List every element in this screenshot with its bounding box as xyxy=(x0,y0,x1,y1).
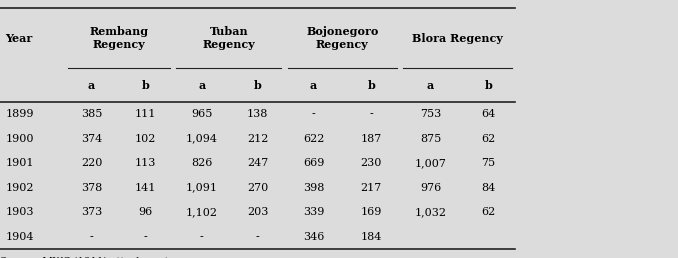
Text: 138: 138 xyxy=(247,109,268,119)
Text: 826: 826 xyxy=(191,158,212,168)
Text: 1901: 1901 xyxy=(5,158,34,168)
Text: 378: 378 xyxy=(81,183,102,193)
Text: 62: 62 xyxy=(481,207,496,217)
Text: b: b xyxy=(142,80,150,91)
Text: Tuban
Regency: Tuban Regency xyxy=(203,26,255,50)
Bar xyxy=(0,8,515,249)
Text: 169: 169 xyxy=(361,207,382,217)
Text: 875: 875 xyxy=(420,134,441,144)
Text: 1899: 1899 xyxy=(5,109,34,119)
Text: 184: 184 xyxy=(361,232,382,242)
Text: 976: 976 xyxy=(420,183,441,193)
Text: 1,102: 1,102 xyxy=(186,207,218,217)
Text: 622: 622 xyxy=(303,134,324,144)
Text: -: - xyxy=(144,232,148,242)
Text: 346: 346 xyxy=(303,232,324,242)
Text: 1,032: 1,032 xyxy=(414,207,447,217)
Text: 212: 212 xyxy=(247,134,268,144)
Text: -: - xyxy=(200,232,203,242)
Text: 270: 270 xyxy=(247,183,268,193)
Text: 1,094: 1,094 xyxy=(186,134,218,144)
Text: 398: 398 xyxy=(303,183,324,193)
Text: Year: Year xyxy=(5,33,33,44)
Text: 96: 96 xyxy=(138,207,153,217)
Text: 113: 113 xyxy=(135,158,157,168)
Text: -: - xyxy=(370,109,373,119)
Text: a: a xyxy=(310,80,317,91)
Text: 187: 187 xyxy=(361,134,382,144)
Text: a: a xyxy=(198,80,205,91)
Text: 203: 203 xyxy=(247,207,268,217)
Text: 84: 84 xyxy=(481,183,496,193)
Text: b: b xyxy=(484,80,492,91)
Text: 230: 230 xyxy=(361,158,382,168)
Text: a: a xyxy=(427,80,434,91)
Text: 1902: 1902 xyxy=(5,183,34,193)
Text: Rembang
Regency: Rembang Regency xyxy=(89,26,148,50)
Text: -: - xyxy=(312,109,315,119)
Text: 753: 753 xyxy=(420,109,441,119)
Text: 75: 75 xyxy=(481,158,495,168)
Text: a: a xyxy=(88,80,95,91)
Text: 1,007: 1,007 xyxy=(414,158,447,168)
Text: 339: 339 xyxy=(303,207,324,217)
Text: -: - xyxy=(89,232,94,242)
Text: 217: 217 xyxy=(361,183,382,193)
Text: 965: 965 xyxy=(191,109,212,119)
Text: 1,091: 1,091 xyxy=(186,183,218,193)
Text: 373: 373 xyxy=(81,207,102,217)
Text: 64: 64 xyxy=(481,109,496,119)
Text: 111: 111 xyxy=(135,109,157,119)
Text: b: b xyxy=(254,80,262,91)
Text: b: b xyxy=(367,80,375,91)
Text: Blora Regency: Blora Regency xyxy=(412,33,503,44)
Text: 1904: 1904 xyxy=(5,232,34,242)
Text: Source: MWC (1911) attachment.: Source: MWC (1911) attachment. xyxy=(0,257,172,258)
Text: 374: 374 xyxy=(81,134,102,144)
Text: 1903: 1903 xyxy=(5,207,34,217)
Text: Bojonegoro
Regency: Bojonegoro Regency xyxy=(306,26,378,50)
Text: -: - xyxy=(256,232,260,242)
Text: 247: 247 xyxy=(247,158,268,168)
Text: 141: 141 xyxy=(135,183,157,193)
Text: 102: 102 xyxy=(135,134,157,144)
Text: 62: 62 xyxy=(481,134,496,144)
Text: 1900: 1900 xyxy=(5,134,34,144)
Text: 669: 669 xyxy=(303,158,324,168)
Text: 220: 220 xyxy=(81,158,102,168)
Text: 385: 385 xyxy=(81,109,102,119)
